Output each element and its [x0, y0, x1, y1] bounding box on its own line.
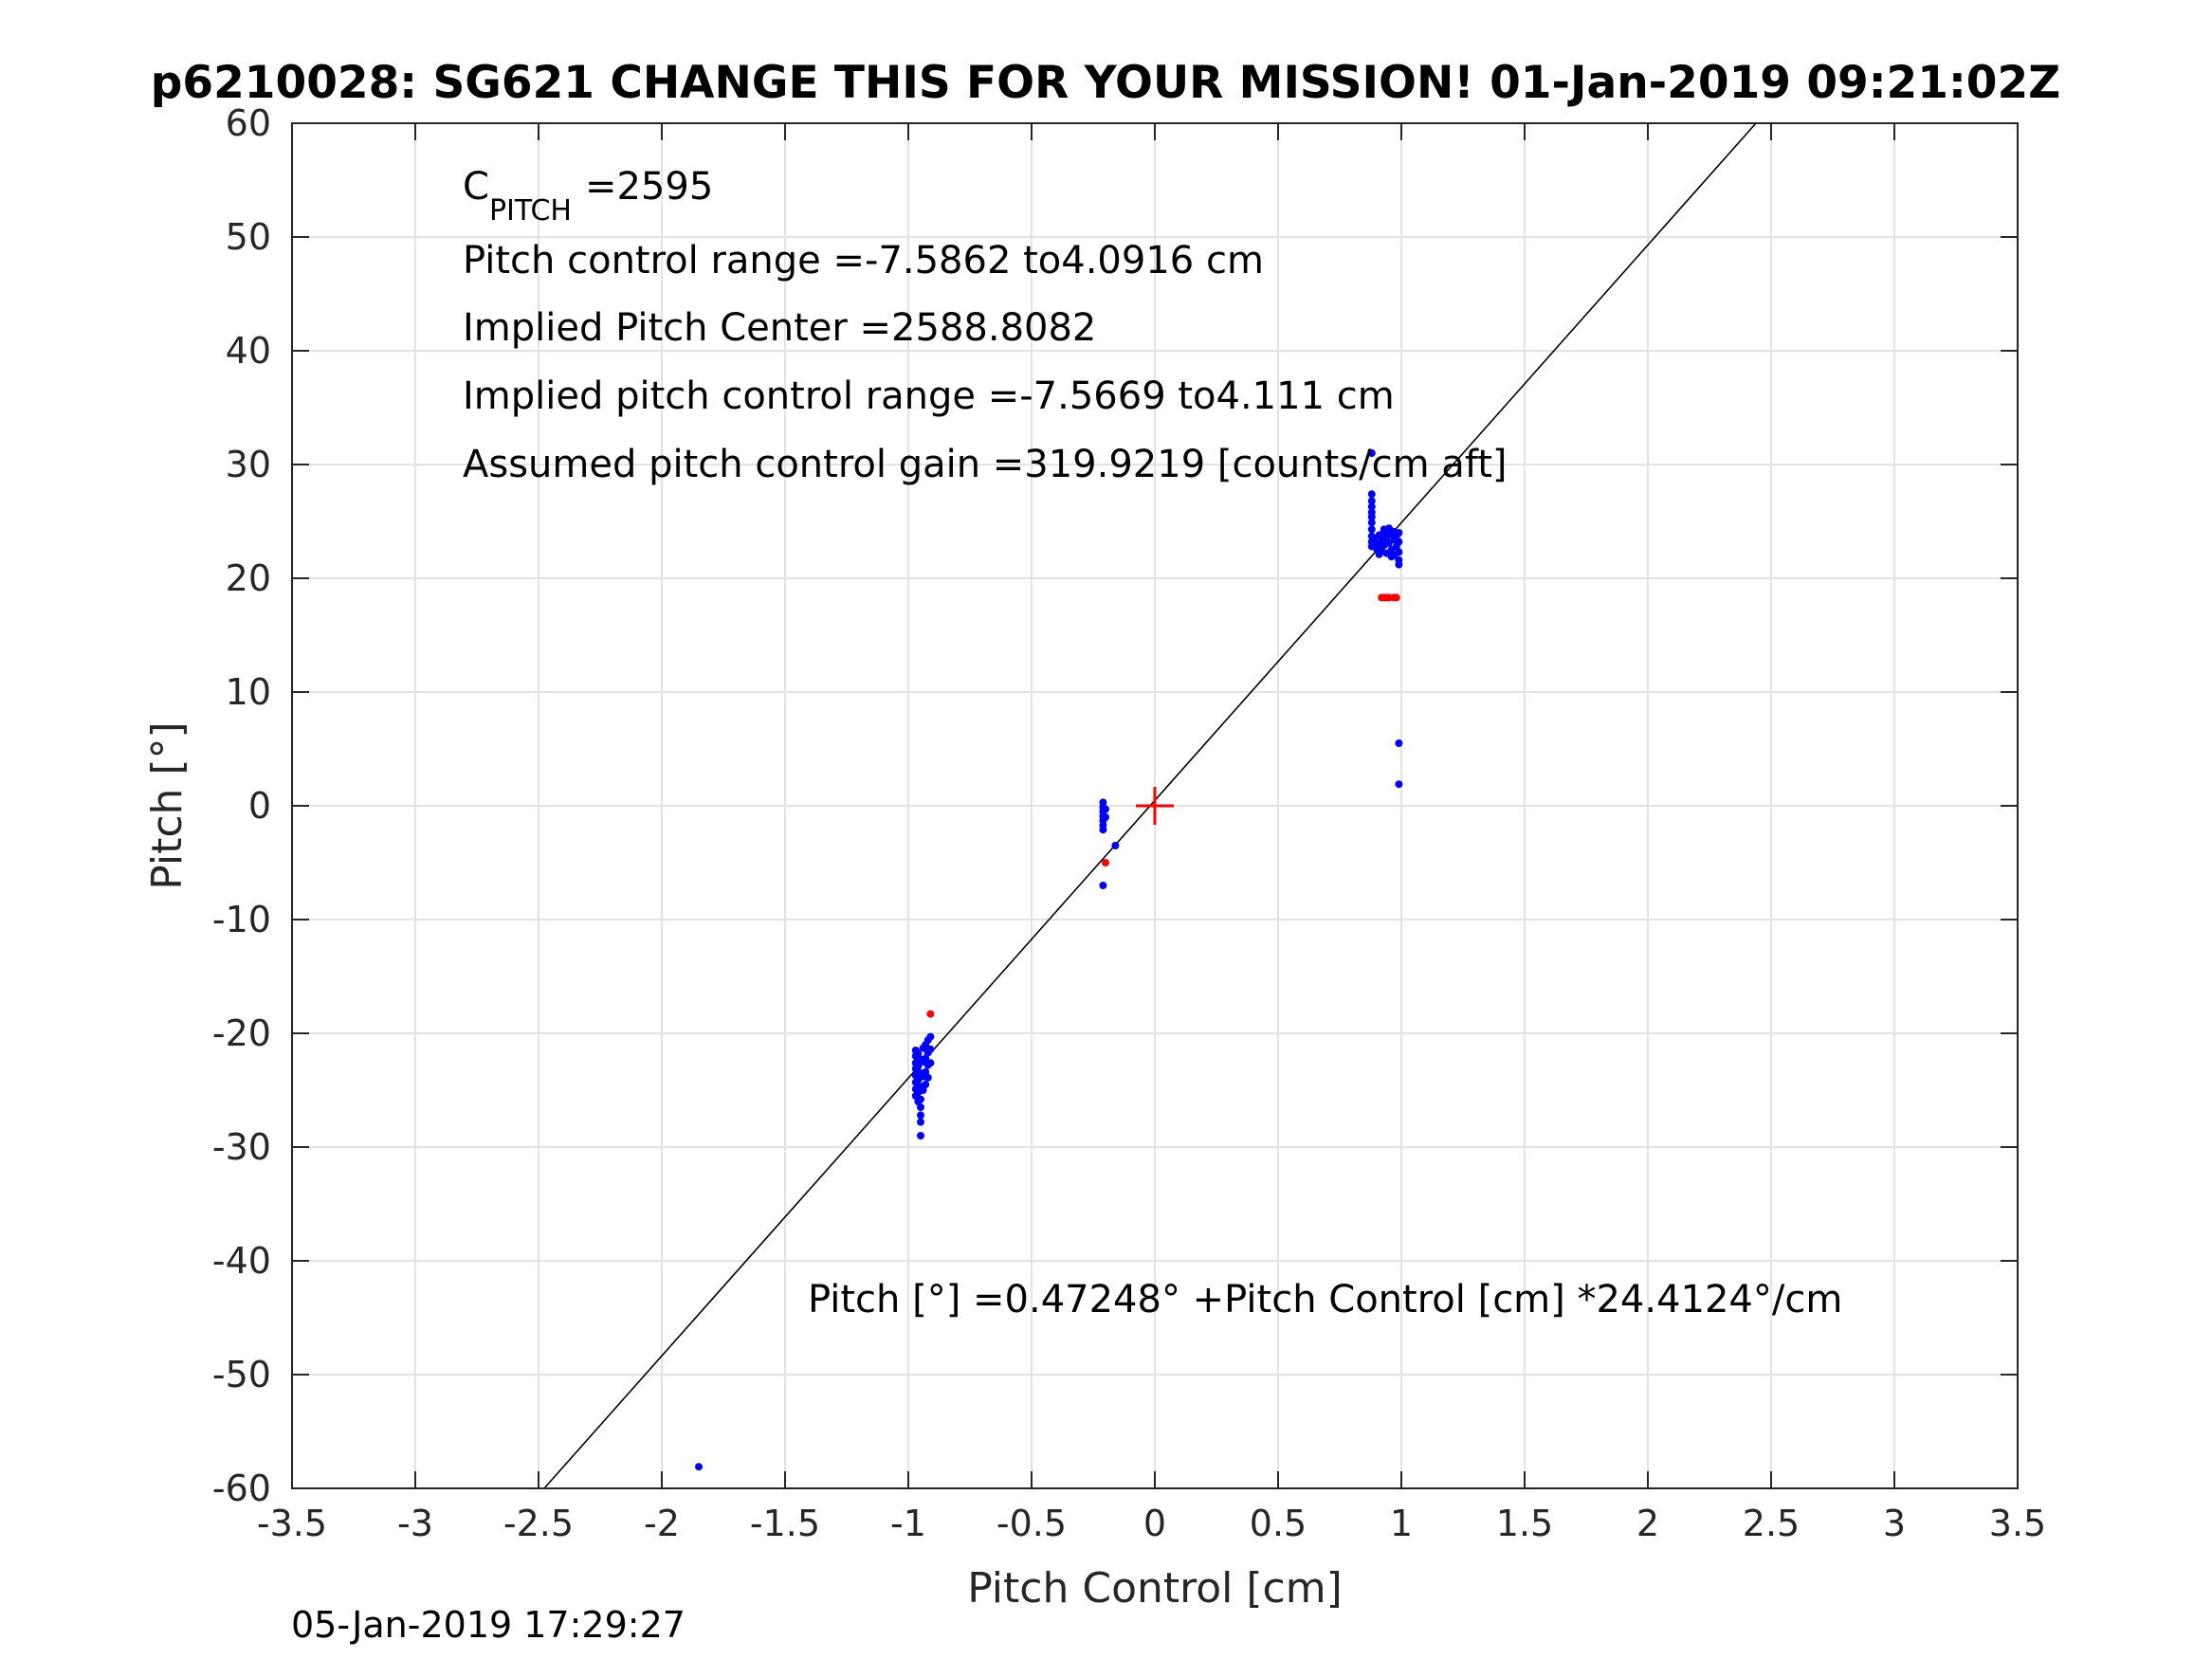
data-point: [1395, 538, 1403, 546]
c-pitch-label: C: [463, 165, 489, 209]
data-point: [1367, 449, 1376, 457]
pitch-range-annotation: Pitch control range =-7.5862 to4.0916 cm: [463, 239, 1264, 283]
gain-annotation: Assumed pitch control gain =319.9219 [co…: [463, 443, 1507, 486]
data-point: [1392, 593, 1400, 602]
x-tick-label: -2: [644, 1503, 680, 1544]
x-tick-label: 3: [1883, 1503, 1906, 1544]
implied-range-annotation: Implied pitch control range =-7.5669 to4…: [463, 374, 1395, 418]
y-tick-label: -50: [212, 1354, 271, 1395]
data-point: [923, 1073, 932, 1082]
x-tick-label: 0.5: [1250, 1503, 1307, 1544]
data-point: [919, 1086, 927, 1094]
y-tick-label: -10: [212, 899, 271, 940]
y-tick-label: 50: [226, 216, 271, 258]
center-marker: [1136, 787, 1174, 825]
x-tick-label: -3.5: [257, 1503, 327, 1544]
c-pitch-value: =2595: [585, 165, 713, 209]
data-point: [1380, 525, 1388, 534]
y-tick-label: -30: [212, 1126, 271, 1168]
plot-area: [291, 122, 2019, 1489]
tick-marks: [291, 122, 2019, 1489]
data-point: [914, 1049, 923, 1058]
data-point: [1367, 525, 1376, 534]
y-tick-label: 40: [226, 330, 271, 372]
x-tick-label: 3.5: [1989, 1503, 2046, 1544]
y-tick-label: 30: [226, 444, 271, 485]
fit-equation-annotation: Pitch [°] =0.47248° +Pitch Control [cm] …: [808, 1278, 1842, 1322]
x-tick-label: -2.5: [503, 1503, 574, 1544]
data-point: [926, 1010, 935, 1018]
c-pitch-annotation: CPITCH =2595: [463, 165, 713, 228]
tick-labels: -3.5 -3 -2.5 -2 -1.5 -1 -0.5 0 0.5 1 1.5 2 2.5 3 3.5 -6…: [212, 102, 2046, 1544]
x-tick-label: 0: [1143, 1503, 1166, 1544]
y-tick-label: 20: [226, 557, 271, 599]
data-point: [1375, 550, 1383, 558]
x-tick-label: -1: [890, 1503, 926, 1544]
data-point: [926, 1059, 935, 1067]
x-tick-label: -0.5: [996, 1503, 1067, 1544]
y-tick-label: 60: [226, 102, 271, 144]
data-point: [1099, 882, 1107, 889]
data-point: [922, 1081, 930, 1088]
data-point: [1102, 813, 1109, 821]
x-tick-label: 1.5: [1496, 1503, 1553, 1544]
data-point: [1395, 780, 1403, 789]
data-point: [1367, 502, 1376, 511]
chart-title: p6210028: SG621 CHANGE THIS FOR YOUR MIS…: [151, 57, 2061, 109]
x-tick-label: -3: [397, 1503, 433, 1544]
data-point: [1102, 805, 1109, 813]
data-point: [1387, 553, 1396, 561]
data-point: [917, 1095, 924, 1103]
data-point: [695, 1463, 703, 1471]
data-point: [1367, 519, 1376, 527]
data-point: [1395, 548, 1403, 556]
data-point: [926, 1045, 935, 1053]
data-point: [914, 1062, 923, 1070]
x-axis-label: Pitch Control [cm]: [967, 1564, 1343, 1613]
x-tick-label: 2.5: [1743, 1503, 1800, 1544]
data-point: [917, 1132, 924, 1139]
data-layer: [543, 122, 1757, 1489]
x-tick-label: -1.5: [750, 1503, 820, 1544]
data-point: [922, 1067, 930, 1076]
data-point: [1367, 490, 1376, 499]
data-point: [922, 1054, 930, 1063]
x-tick-label: 1: [1390, 1503, 1413, 1544]
data-point: [1367, 513, 1376, 521]
y-tick-label: 0: [248, 785, 271, 827]
data-point: [926, 1032, 935, 1041]
implied-center-annotation: Implied Pitch Center =2588.8082: [463, 306, 1096, 350]
c-pitch-subscript: PITCH: [489, 194, 572, 228]
y-tick-label: -40: [212, 1240, 271, 1282]
data-point: [1395, 739, 1403, 747]
data-point: [917, 1118, 924, 1126]
data-point: [1395, 529, 1403, 537]
data-point: [1367, 497, 1376, 505]
data-point: [917, 1111, 924, 1120]
data-point: [1102, 859, 1109, 866]
y-tick-label: -20: [212, 1012, 271, 1054]
x-tick-label: 2: [1636, 1503, 1659, 1544]
y-axis-label: Pitch [°]: [143, 721, 192, 889]
data-point: [1111, 842, 1120, 849]
data-series: [695, 449, 1403, 1471]
data-point: [1099, 826, 1107, 834]
data-point: [917, 1103, 924, 1111]
data-series: [926, 593, 1400, 1018]
y-tick-label: 10: [226, 671, 271, 713]
annotations: CPITCH =2595 Pitch control range =-7.5862…: [463, 165, 1842, 1322]
y-tick-label: -60: [212, 1468, 271, 1509]
timestamp: 05-Jan-2019 17:29:27: [291, 1604, 686, 1646]
data-point: [1395, 560, 1403, 569]
